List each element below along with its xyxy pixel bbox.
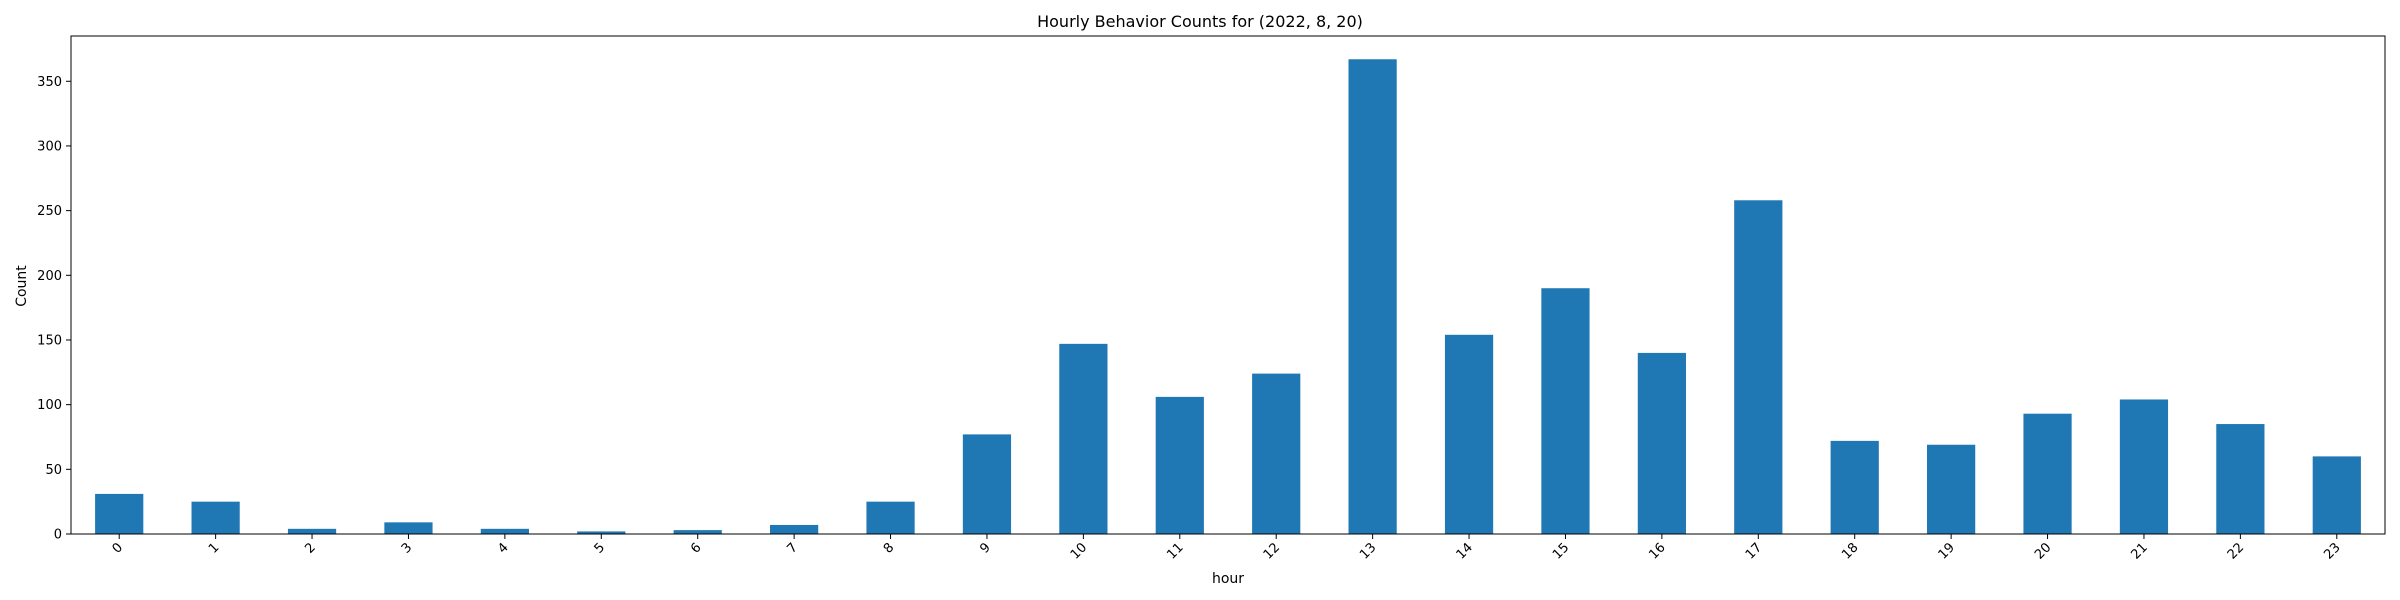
x-tick-label: 17: [1743, 540, 1765, 562]
bar-hour-6: [673, 530, 722, 534]
x-tick-label: 14: [1454, 540, 1476, 562]
x-tick-label: 4: [495, 540, 511, 556]
y-axis-label: Count: [14, 265, 30, 307]
bar-hour-21: [2119, 399, 2169, 534]
x-tick-label: 23: [2321, 540, 2343, 562]
x-axis: 0 1 2 3 4 5 6 7 8 9 10 11 12 13 14 15 16 17 18 19 20 21 22 23: [110, 534, 2344, 563]
x-tick-label: 15: [1550, 540, 1572, 562]
x-tick-label: 9: [977, 540, 993, 556]
x-tick-label: 12: [1261, 540, 1283, 562]
x-axis-label: hour: [1212, 571, 1244, 587]
bar-hour-5: [577, 531, 626, 534]
y-tick-label: 0: [54, 528, 62, 543]
bar-hour-4: [480, 528, 529, 534]
x-tick-label: 1: [206, 540, 222, 556]
x-tick-label: 22: [2225, 540, 2247, 562]
bar-hour-7: [770, 524, 819, 534]
x-tick-label: 7: [784, 540, 800, 556]
bar-hour-18: [1830, 440, 1879, 534]
x-tick-label: 0: [110, 540, 126, 556]
x-tick-label: 19: [1936, 540, 1958, 562]
x-tick-label: 18: [1839, 540, 1861, 562]
bars-group: [95, 59, 2361, 534]
bar-hour-1: [191, 501, 240, 534]
x-tick-label: 5: [592, 540, 608, 556]
bar-hour-15: [1541, 288, 1590, 534]
y-tick-label: 250: [37, 204, 62, 219]
y-tick-label: 100: [37, 398, 62, 413]
y-axis: 0 50 100 150 200 250 300 350: [37, 75, 71, 543]
bar-hour-3: [384, 522, 433, 534]
bar-hour-20: [2023, 413, 2072, 534]
y-tick-label: 150: [37, 333, 62, 348]
y-tick-label: 350: [37, 75, 62, 90]
bar-hour-23: [2312, 456, 2361, 534]
bar-hour-8: [866, 501, 915, 534]
x-tick-label: 10: [1068, 540, 1090, 562]
bar-hour-11: [1155, 396, 1204, 534]
bar-hour-9: [962, 434, 1012, 534]
bar-hour-12: [1252, 373, 1301, 534]
x-tick-label: 3: [399, 540, 415, 556]
chart-title: Hourly Behavior Counts for (2022, 8, 20): [1037, 12, 1363, 31]
y-tick-label: 200: [37, 269, 62, 284]
bar-hour-2: [287, 528, 337, 534]
bar-hour-14: [1444, 334, 1494, 534]
plot-frame: [70, 35, 2386, 535]
x-tick-label: 21: [2128, 540, 2150, 562]
bar-hour-13: [1348, 59, 1397, 534]
y-tick-label: 300: [37, 139, 62, 154]
y-tick-label: 50: [45, 463, 62, 478]
x-tick-label: 2: [302, 540, 318, 556]
bar-hour-10: [1059, 343, 1108, 534]
bar-hour-22: [2216, 424, 2265, 534]
x-tick-label: 20: [2032, 540, 2054, 562]
bar-hour-16: [1637, 352, 1686, 534]
bar-hour-17: [1734, 200, 1783, 534]
x-tick-label: 16: [1646, 540, 1668, 562]
bar-hour-19: [1927, 444, 1976, 534]
x-tick-label: 13: [1357, 540, 1379, 562]
bar-hour-0: [95, 493, 144, 534]
x-tick-label: 6: [688, 540, 704, 556]
x-tick-label: 11: [1164, 540, 1186, 562]
x-tick-label: 8: [881, 540, 897, 556]
